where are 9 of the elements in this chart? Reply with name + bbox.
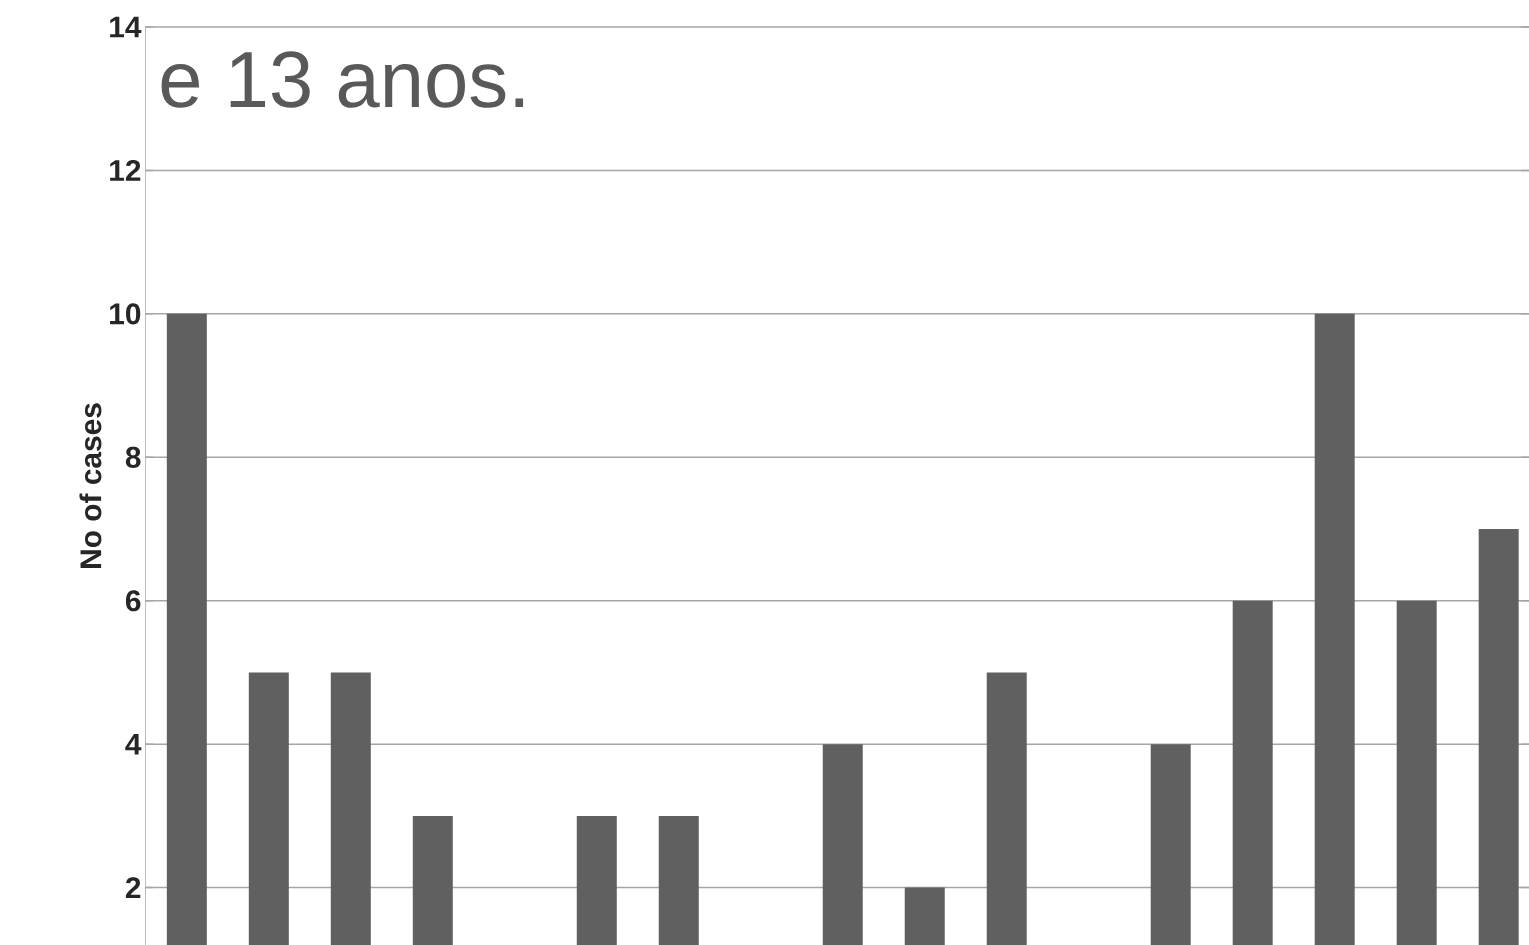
y-axis-title: No of cases bbox=[79, 403, 102, 568]
y-tick-label: 6 bbox=[125, 590, 141, 612]
y-tick-label: 10 bbox=[110, 303, 141, 325]
y-tick-label: 8 bbox=[125, 446, 141, 468]
y-tick-label: 2 bbox=[125, 877, 141, 899]
y-tick-label: 14 bbox=[110, 16, 142, 38]
y-tick-label: 4 bbox=[125, 733, 142, 755]
y-tick-label: 12 bbox=[110, 159, 141, 181]
chart-title: e 13 anos. bbox=[161, 51, 524, 108]
